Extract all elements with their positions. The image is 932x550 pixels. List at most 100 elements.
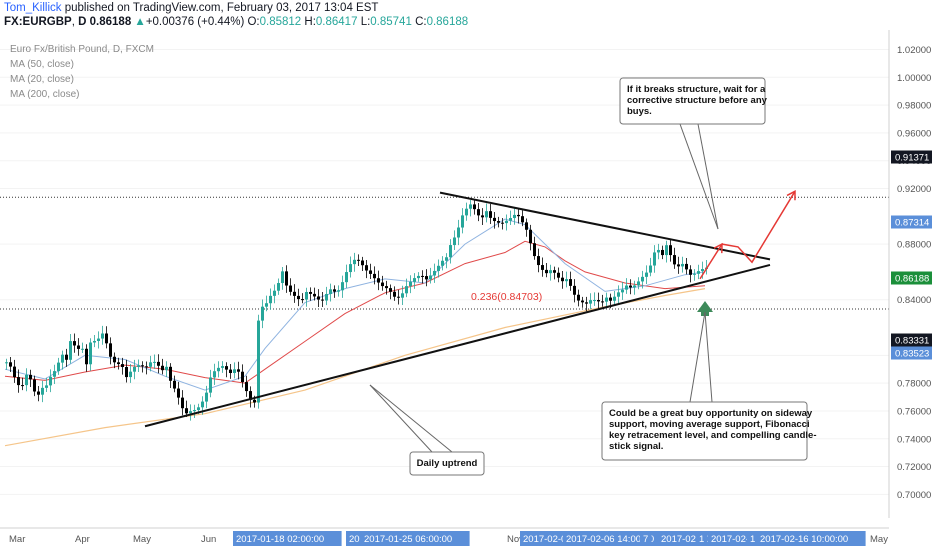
candle-body <box>593 300 596 302</box>
candle <box>345 264 348 289</box>
candle-body <box>109 343 112 357</box>
x-highlight-bg <box>696 531 708 546</box>
x-highlight-label[interactable]: 20 <box>346 531 363 546</box>
buy-callout-pointer <box>689 311 706 403</box>
candle <box>65 348 68 367</box>
candle-body <box>613 296 616 301</box>
candle <box>557 267 560 283</box>
candle-body <box>117 362 120 365</box>
candle-body <box>417 275 420 279</box>
candle <box>181 390 184 416</box>
price-tag-bg <box>891 150 932 164</box>
x-highlight-label[interactable]: 1 <box>696 531 708 546</box>
candle-body <box>45 385 48 388</box>
candle-body <box>209 377 212 393</box>
x-tick-label: Apr <box>75 534 90 545</box>
candle-body <box>253 399 256 403</box>
candle-body <box>169 366 172 381</box>
x-highlight-label[interactable]: 2017-01-18 02:00:00 <box>233 531 342 546</box>
price-tag[interactable]: 0.86188 <box>891 271 932 285</box>
candle <box>125 359 128 383</box>
candle-body <box>621 289 624 293</box>
candle <box>573 279 576 303</box>
candle <box>177 381 180 405</box>
candle-body <box>569 279 572 286</box>
x-tick-label: May <box>870 534 888 545</box>
candle-body <box>505 220 508 224</box>
candle <box>297 288 300 307</box>
candle <box>105 326 108 349</box>
candle-body <box>213 371 216 378</box>
candle <box>689 265 692 283</box>
candle-body <box>325 293 328 301</box>
candle <box>33 375 36 397</box>
structure-callout[interactable]: If it breaks structure, wait for acorrec… <box>619 77 768 230</box>
drawings[interactable]: 0.236(0.84703) If it breaks structure, wa… <box>144 77 817 476</box>
candle-body <box>617 292 620 297</box>
candle-body <box>533 243 536 257</box>
candle-body <box>245 382 248 392</box>
price-axis[interactable]: 1.020001.000000.980000.960000.940000.920… <box>888 30 932 518</box>
candle-body <box>445 257 448 261</box>
time-axis[interactable]: MarAprMayJunAugOctNovMay2017-01-18 02:00… <box>0 527 889 546</box>
candle-body <box>541 265 544 270</box>
x-highlight-text: 2017-01-25 06:00:00 <box>364 534 452 545</box>
x-highlight-label[interactable]: 7 <box>640 531 652 546</box>
candle <box>37 385 40 402</box>
candle-body <box>385 286 388 289</box>
triangle-lower-line[interactable] <box>144 263 771 428</box>
low-value: 0.85741 <box>370 16 412 28</box>
price-tag[interactable]: 0.83523 <box>891 346 932 360</box>
candle <box>229 363 232 379</box>
price-tag[interactable]: 0.83331 <box>891 333 932 347</box>
candle <box>217 361 220 378</box>
candle-body <box>481 215 484 218</box>
candle <box>493 211 496 229</box>
uptrend-callout-text: Daily uptrend <box>417 458 478 469</box>
candle <box>117 357 120 370</box>
x-highlight-label[interactable]: 2017-02-06 14:00:00 <box>563 531 672 546</box>
candle-body <box>697 271 700 274</box>
close-value: 0.86188 <box>426 16 469 28</box>
buy-callout[interactable]: Could be a great buy opportunity on side… <box>601 311 817 461</box>
candle-body <box>433 270 436 276</box>
price-chart[interactable]: 0.236(0.84703) If it breaks structure, wa… <box>0 30 932 550</box>
candle <box>305 287 308 307</box>
author-link[interactable]: Tom_Killick <box>4 2 62 14</box>
uptrend-callout[interactable]: Daily uptrend <box>369 384 485 476</box>
candle <box>617 285 620 304</box>
candle <box>289 278 292 296</box>
x-highlight-label[interactable]: 2017-02-16 10:00:00 <box>757 531 866 546</box>
candle <box>505 214 508 231</box>
horizontal-levels[interactable] <box>0 196 889 310</box>
candle-body <box>561 277 564 282</box>
candle <box>501 218 504 230</box>
publish-line: Tom_Killick published on TradingView.com… <box>4 2 378 14</box>
structure-callout-box <box>619 77 766 125</box>
candle-body <box>13 366 16 378</box>
candle-body <box>173 380 176 389</box>
price-tag[interactable]: 0.91371 <box>891 150 932 164</box>
candle-body <box>81 348 84 350</box>
candle-body <box>229 369 232 374</box>
price-tag[interactable]: 0.87314 <box>891 215 932 229</box>
candle-body <box>301 299 304 301</box>
candle <box>529 224 532 251</box>
candle <box>477 203 480 222</box>
candle <box>149 355 152 372</box>
projection-arrow-path[interactable] <box>699 190 796 280</box>
candle <box>249 386 252 408</box>
candle-body <box>413 278 416 282</box>
candle <box>193 404 196 418</box>
candle <box>13 359 16 383</box>
candle <box>409 275 412 294</box>
x-highlight-label[interactable]: 2017-01-25 06:00:00 <box>361 531 470 546</box>
x-highlight-label[interactable]: 1 <box>747 531 759 546</box>
candle <box>377 270 380 291</box>
candle <box>41 380 44 403</box>
candle <box>121 357 124 375</box>
y-tick-label: 1.02000 <box>897 45 931 56</box>
arrow-head-icon <box>713 242 723 254</box>
candle <box>693 269 696 281</box>
candle <box>93 334 96 348</box>
